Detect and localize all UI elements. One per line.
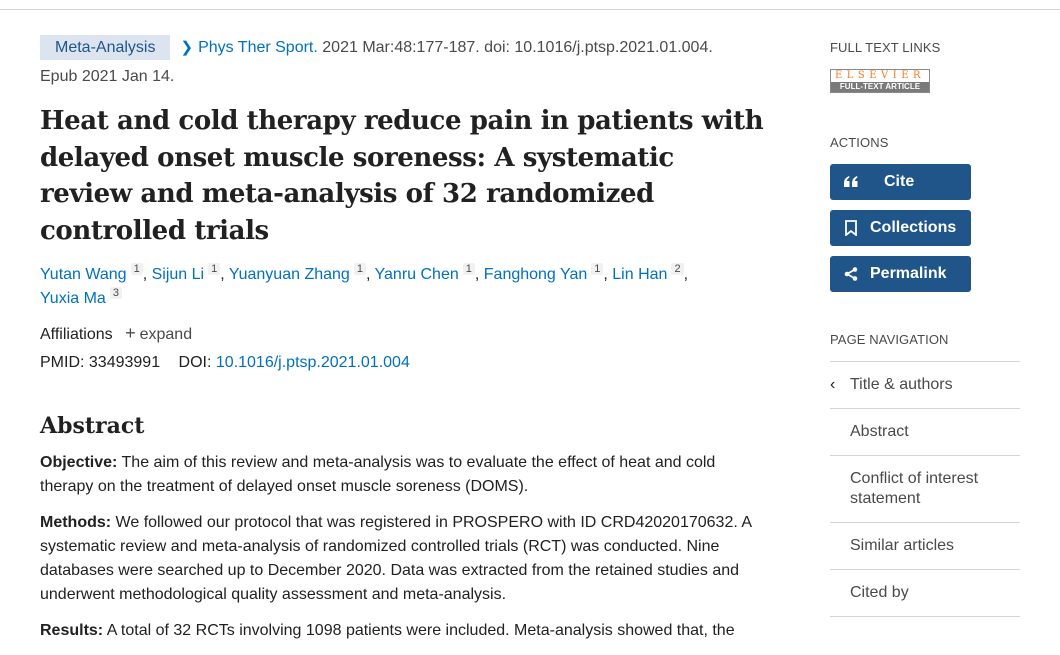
page-navigation: ‹ Title & authors Abstract Conflict of in… [830,361,1020,617]
author-link[interactable]: Yuxia Ma [40,290,106,307]
journal-link[interactable]: Phys Ther Sport. [198,39,318,56]
elsevier-logo: ELSEVIER [831,70,929,82]
author-link[interactable]: Lin Han [612,266,668,283]
nav-label: Similar articles [850,537,955,554]
author-link[interactable]: Yutan Wang [40,266,127,283]
plus-icon: + [125,323,136,343]
citation: Meta-Analysis ❯ Phys Ther Sport. 2021 Mar:… [40,33,770,91]
pmid-value: 33493991 [88,354,161,371]
affiliation-ref[interactable]: 1 [353,263,366,275]
affiliation-ref[interactable]: 1 [208,263,221,275]
abstract-heading: Abstract [40,413,145,439]
quote-icon [842,176,860,188]
affiliation-ref[interactable]: 2 [671,263,684,275]
publication-type-badge[interactable]: Meta-Analysis [40,35,171,60]
affiliations-label: Affiliations [40,326,113,343]
affiliation-ref[interactable]: 1 [130,263,143,275]
sidebar: FULL TEXT LINKS ELSEVIER FULL-TEXT ARTIC… [830,40,1020,617]
author-link[interactable]: Sijun Li [151,266,205,283]
section-label: Results: [40,622,104,639]
pmid-label: PMID: [40,354,85,371]
abstract-results: Results: A total of 32 RCTs involving 10… [40,619,770,643]
chevron-left-icon: ‹ [830,376,836,393]
collections-button[interactable]: Collections [830,210,971,246]
affiliations-expand-button[interactable]: + expand [125,323,193,343]
nav-item-cited-by[interactable]: Cited by [830,570,1020,617]
author-list: Yutan Wang 1, Sijun Li 1, Yuanyuan Zhang 1,… [40,263,689,307]
nav-label: Abstract [850,423,909,440]
affiliation-ref[interactable]: 3 [109,287,122,299]
full-text-article-label: FULL-TEXT ARTICLE [831,82,929,92]
cite-label: Cite [884,173,915,190]
share-icon [842,267,860,281]
author-link[interactable]: Yuanyuan Zhang [228,266,350,283]
nav-label: Title & authors [850,376,953,393]
abstract-methods: Methods: We followed our protocol that w… [40,511,770,607]
affiliations-row: Affiliations + expand [40,321,770,347]
article-title: Heat and cold therapy reduce pain in pat… [40,106,764,246]
nav-item-abstract[interactable]: Abstract [830,409,1020,456]
nav-label: Conflict of interest statement [850,470,979,507]
doi-label: DOI: [178,354,212,371]
nav-item-similar-articles[interactable]: Similar articles [830,523,1020,570]
bookmark-icon [842,220,860,236]
nav-item-title-authors[interactable]: ‹ Title & authors [830,362,1020,409]
elsevier-full-text-link[interactable]: ELSEVIER FULL-TEXT ARTICLE [830,69,930,93]
abstract-body: Objective: The aim of this review and me… [40,451,770,643]
affiliation-ref[interactable]: 1 [462,263,475,275]
page-navigation-heading: PAGE NAVIGATION [830,332,949,347]
section-text: The aim of this review and meta-analysis… [40,454,716,495]
section-text: We followed our protocol that was regist… [40,514,752,603]
section-label: Methods: [40,514,112,531]
permalink-button[interactable]: Permalink [830,256,971,292]
identifiers: PMID: 33493991 DOI: 10.1016/j.ptsp.2021.… [40,351,770,375]
chevron-right-icon: ❯ [180,39,194,56]
doi-link[interactable]: 10.1016/j.ptsp.2021.01.004 [215,354,410,371]
expand-label: expand [139,326,193,343]
section-text: A total of 32 RCTs involving 1098 patien… [103,622,735,639]
author-link[interactable]: Fanghong Yan [483,266,588,283]
abstract-objective: Objective: The aim of this review and me… [40,451,770,499]
actions-heading: ACTIONS [830,135,889,150]
section-label: Objective: [40,454,118,471]
full-text-links-heading: FULL TEXT LINKS [830,40,941,55]
affiliation-ref[interactable]: 1 [591,263,604,275]
author-link[interactable]: Yanru Chen [374,266,459,283]
cite-button[interactable]: Cite [830,164,971,200]
nav-label: Cited by [850,584,909,601]
collections-label: Collections [870,219,957,236]
permalink-label: Permalink [870,265,947,282]
citation-details: 2021 Mar:48:177-187. doi: 10.1016/j.ptsp… [317,39,713,56]
epub-date: Epub 2021 Jan 14. [40,68,175,85]
article-main: Meta-Analysis ❯ Phys Ther Sport. 2021 Mar:… [40,33,770,655]
header-divider [0,9,1060,10]
nav-item-conflict-of-interest[interactable]: Conflict of interest statement [830,456,1020,523]
